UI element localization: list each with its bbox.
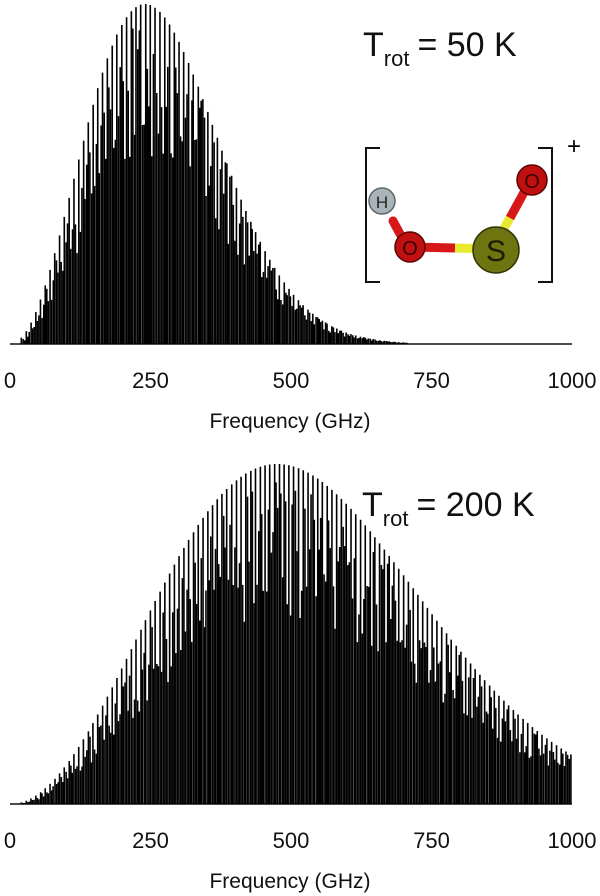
left-bracket — [365, 147, 380, 283]
sulfur-atom — [472, 226, 520, 274]
x-tick-label: 1000 — [548, 828, 597, 853]
x-tick-label: 1000 — [548, 368, 597, 393]
temperature-subscript: rot — [384, 46, 410, 71]
spectral-lines — [20, 464, 572, 804]
temperature-symbol: T — [362, 486, 383, 524]
hydrogen-atom — [368, 187, 396, 215]
spectral-lines — [20, 4, 408, 344]
right-bracket — [538, 147, 553, 283]
spectrum-chart-50k: 0 250 500 750 1000 Frequency (GHz) Trot = 50 … — [4, 4, 597, 433]
oxygen-atom-1 — [394, 231, 426, 263]
temperature-annotation: Trot = 50 K — [363, 26, 517, 71]
temperature-symbol: T — [363, 26, 384, 64]
hydrogen-atom-label: H — [376, 193, 388, 212]
spectrum-panel-200k: 0 250 500 750 1000 Frequency (GHz) Trot = 200… — [0, 448, 600, 896]
x-tick-label: 250 — [132, 828, 169, 853]
x-tick-label: 500 — [273, 368, 310, 393]
sulfur-atom-label: S — [486, 235, 506, 268]
x-axis-label: Frequency (GHz) — [209, 410, 370, 433]
x-tick-label: 750 — [413, 828, 450, 853]
x-axis-label: Frequency (GHz) — [209, 870, 370, 893]
x-tick-labels: 0 250 500 750 1000 — [4, 368, 597, 393]
x-tick-label: 750 — [413, 368, 450, 393]
x-tick-labels: 0 250 500 750 1000 — [4, 828, 597, 853]
temperature-subscript: rot — [383, 506, 409, 531]
charge-symbol: + — [567, 133, 581, 160]
temperature-value: = 200 K — [416, 486, 534, 524]
spectrum-chart-200k: 0 250 500 750 1000 Frequency (GHz) Trot = 200… — [4, 464, 597, 893]
x-tick-label: 250 — [132, 368, 169, 393]
oxygen-atom-2 — [516, 164, 548, 196]
x-tick-label: 0 — [4, 828, 16, 853]
oxygen-atom-2-label: O — [524, 171, 540, 193]
temperature-value: = 50 K — [417, 26, 517, 64]
spectrum-panel-50k: 0 250 500 750 1000 Frequency (GHz) Trot = 50 … — [0, 0, 600, 440]
x-tick-label: 500 — [273, 828, 310, 853]
temperature-annotation: Trot = 200 K — [362, 486, 535, 531]
x-tick-label: 0 — [4, 368, 16, 393]
molecule-inset: + H O S O — [365, 133, 581, 283]
oxygen-atom-1-label: O — [402, 238, 418, 260]
